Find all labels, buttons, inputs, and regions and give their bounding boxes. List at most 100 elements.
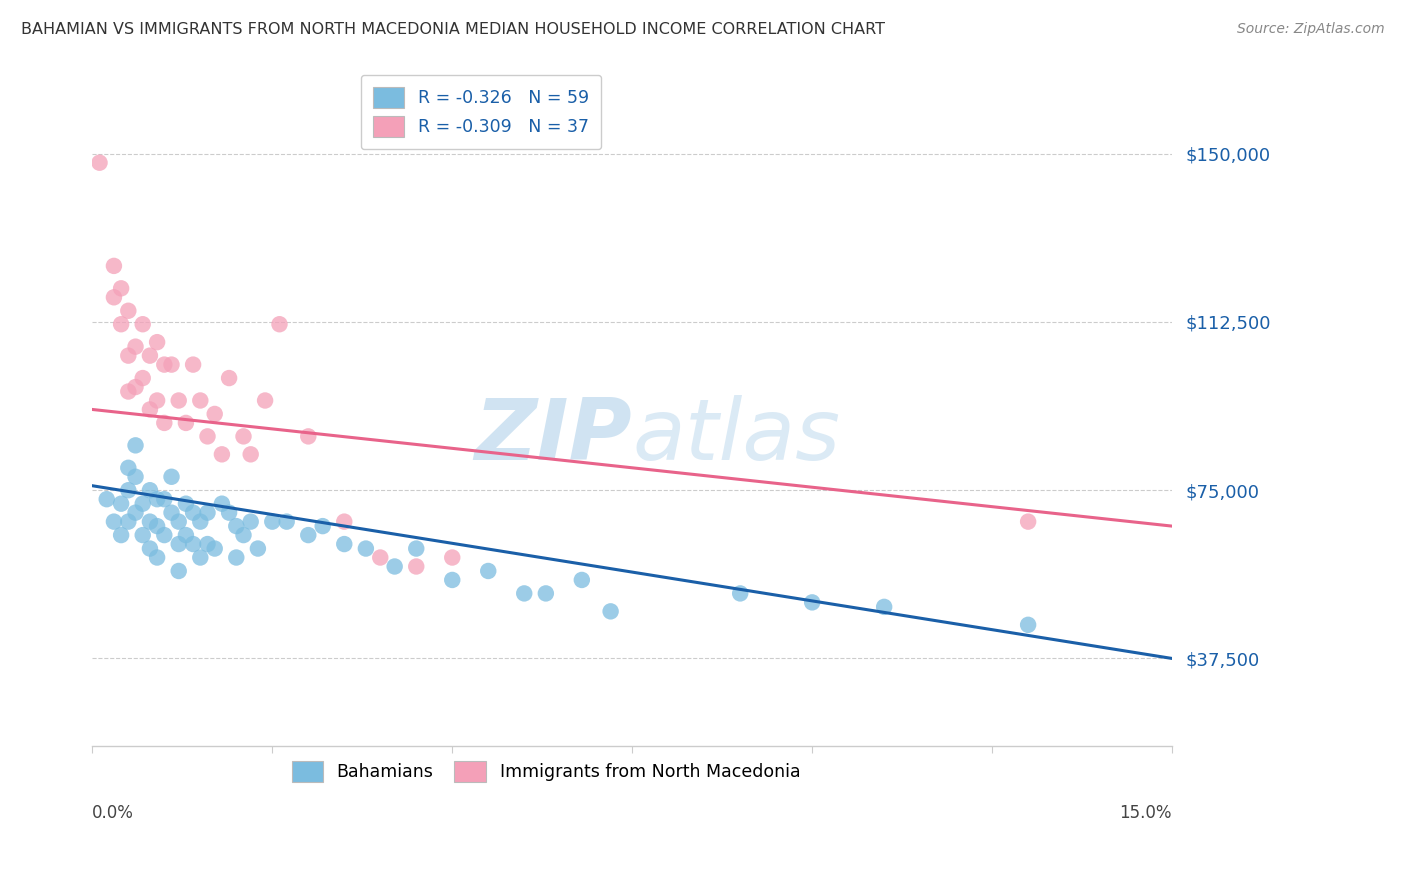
Point: [139, 541, 162, 556]
Point: [204, 407, 226, 421]
Point: [160, 506, 183, 520]
Point: [197, 429, 219, 443]
Point: [333, 537, 356, 551]
Point: [181, 506, 204, 520]
Text: Source: ZipAtlas.com: Source: ZipAtlas.com: [1237, 22, 1385, 37]
Point: [204, 541, 226, 556]
Point: [117, 303, 139, 318]
Point: [225, 519, 247, 533]
Point: [110, 317, 132, 331]
Point: [146, 393, 169, 408]
Point: [160, 469, 183, 483]
Point: [153, 492, 176, 507]
Point: [384, 559, 406, 574]
Point: [167, 564, 190, 578]
Text: 0.0%: 0.0%: [93, 805, 134, 822]
Point: [728, 586, 751, 600]
Point: [153, 528, 176, 542]
Point: [103, 290, 125, 304]
Point: [117, 460, 139, 475]
Point: [153, 358, 176, 372]
Point: [197, 506, 219, 520]
Point: [218, 506, 240, 520]
Point: [139, 402, 162, 417]
Text: BAHAMIAN VS IMMIGRANTS FROM NORTH MACEDONIA MEDIAN HOUSEHOLD INCOME CORRELATION : BAHAMIAN VS IMMIGRANTS FROM NORTH MACEDO…: [21, 22, 886, 37]
Point: [167, 515, 190, 529]
Point: [124, 438, 146, 452]
Point: [132, 371, 155, 385]
Point: [1017, 515, 1039, 529]
Point: [146, 335, 169, 350]
Point: [368, 550, 391, 565]
Point: [246, 541, 269, 556]
Point: [333, 515, 356, 529]
Point: [117, 384, 139, 399]
Point: [312, 519, 335, 533]
Point: [354, 541, 377, 556]
Point: [188, 515, 211, 529]
Point: [276, 515, 298, 529]
Point: [160, 358, 183, 372]
Point: [211, 497, 233, 511]
Point: [801, 595, 824, 609]
Point: [571, 573, 593, 587]
Point: [188, 550, 211, 565]
Point: [146, 492, 169, 507]
Point: [188, 393, 211, 408]
Point: [117, 515, 139, 529]
Point: [124, 340, 146, 354]
Point: [124, 506, 146, 520]
Point: [232, 528, 254, 542]
Point: [96, 492, 118, 507]
Point: [239, 515, 262, 529]
Point: [232, 429, 254, 443]
Point: [139, 515, 162, 529]
Point: [181, 358, 204, 372]
Point: [132, 497, 155, 511]
Point: [146, 519, 169, 533]
Point: [218, 371, 240, 385]
Point: [132, 528, 155, 542]
Point: [297, 528, 319, 542]
Point: [269, 317, 291, 331]
Text: atlas: atlas: [633, 395, 841, 478]
Point: [174, 528, 197, 542]
Point: [477, 564, 499, 578]
Point: [139, 483, 162, 498]
Point: [1017, 617, 1039, 632]
Point: [124, 380, 146, 394]
Point: [167, 393, 190, 408]
Point: [110, 497, 132, 511]
Point: [513, 586, 536, 600]
Point: [197, 537, 219, 551]
Point: [139, 349, 162, 363]
Point: [110, 281, 132, 295]
Point: [174, 497, 197, 511]
Point: [405, 559, 427, 574]
Point: [132, 317, 155, 331]
Point: [124, 469, 146, 483]
Point: [211, 447, 233, 461]
Point: [441, 550, 464, 565]
Point: [239, 447, 262, 461]
Point: [153, 416, 176, 430]
Point: [599, 604, 621, 618]
Point: [174, 416, 197, 430]
Point: [110, 528, 132, 542]
Point: [89, 155, 111, 169]
Point: [181, 537, 204, 551]
Point: [117, 349, 139, 363]
Text: 15.0%: 15.0%: [1119, 805, 1173, 822]
Point: [225, 550, 247, 565]
Point: [167, 537, 190, 551]
Point: [262, 515, 284, 529]
Point: [103, 259, 125, 273]
Point: [117, 483, 139, 498]
Legend: Bahamians, Immigrants from North Macedonia: Bahamians, Immigrants from North Macedon…: [280, 749, 813, 795]
Point: [297, 429, 319, 443]
Point: [103, 515, 125, 529]
Point: [441, 573, 464, 587]
Point: [534, 586, 557, 600]
Text: ZIP: ZIP: [475, 395, 633, 478]
Point: [405, 541, 427, 556]
